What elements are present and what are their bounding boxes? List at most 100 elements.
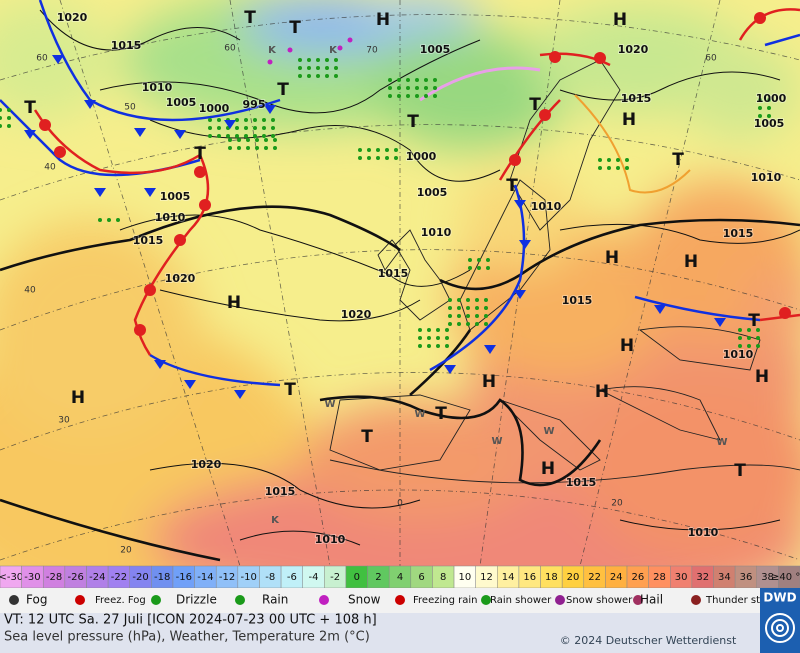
rain-dot [758,106,762,110]
pressure-center: T [24,98,36,118]
rain-dot [738,336,742,340]
rain-dot [325,74,329,78]
rain-dot [457,314,461,318]
warm-front-dot [549,51,561,63]
legend-label: Rain [262,593,288,607]
pressure-center: H [605,248,619,268]
scale-label: 2 [375,572,381,583]
rain-dot [397,86,401,90]
rain-dot [7,124,11,128]
rain-dot [436,336,440,340]
rain-dot [445,344,449,348]
cold-front-triangle [134,128,146,137]
pressure-center: T [672,150,684,170]
rain-dot [466,306,470,310]
valid-time: VT: 12 UTC Sa. 27 Juli [ICON 2024-07-23 … [4,613,377,628]
rain-dot [208,118,212,122]
occlusion [419,66,541,102]
weather-letter: K [268,45,277,56]
rain-dot [418,328,422,332]
pressure-center: H [71,388,85,408]
trough [574,94,691,194]
logo-swirl [765,613,795,643]
cold-front-triangle [144,188,156,197]
rain-dot [433,94,437,98]
scale-label: -2 [330,572,340,583]
rain-dot [334,66,338,70]
rain-dot [7,116,11,120]
scale-label: 24 [610,572,623,583]
rain-dot [262,134,266,138]
scale-label: 32 [696,572,709,583]
scale-label: <-30 [0,572,23,583]
rain-dot [246,138,250,142]
snow-dot [337,45,343,51]
rain-dot [475,306,479,310]
rain-dot [433,86,437,90]
temperature-field [0,0,800,566]
legend-icon [319,595,329,605]
rain-dot [424,94,428,98]
rain-dot [217,134,221,138]
rain-dot [253,134,257,138]
scale-label: 0 [354,572,360,583]
rain-dot [436,344,440,348]
rain-dot [358,156,362,160]
rain-dot [445,328,449,332]
rain-dot [226,134,230,138]
rain-dot [316,58,320,62]
isobar-label: 1010 [421,226,452,239]
pressure-center: T [435,404,447,424]
rain-dot [394,156,398,160]
cold-front-triangle [154,360,166,369]
warm-front-dot [54,146,66,158]
rain-dot [273,138,277,142]
rain-dot [253,118,257,122]
rain-dot [756,336,760,340]
isobar-label: 1015 [378,267,409,280]
rain-dot [457,306,461,310]
scale-label: 4 [397,572,403,583]
cold-front-triangle [484,345,496,354]
cold-front-triangle [184,380,196,389]
rain-dot [484,322,488,326]
scale-label: 10 [458,572,471,583]
legend-label: Freezing rain [413,595,477,606]
main-isobars [0,205,800,562]
pressure-center: H [595,382,609,402]
rain-dot [385,148,389,152]
rain-dot [448,306,452,310]
rain-dot [376,156,380,160]
rain-dot [388,86,392,90]
rain-dot [298,74,302,78]
graticule-label: 70 [366,46,378,56]
cold-front-triangle [174,130,186,139]
rain-dot [0,124,2,128]
temperature-scale: <-30 -30 -28 -26 -24 -22 -20 -18 -16 -14 -12 -10 -8-… [0,565,800,589]
cold-front-triangle [714,318,726,327]
rain-dot [316,66,320,70]
rain-dot [758,98,762,102]
scale-label: -28 [46,572,62,583]
rain-dot [325,58,329,62]
rain-dot [418,336,422,340]
rain-dot [367,156,371,160]
rain-dot [307,66,311,70]
rain-dot [607,158,611,162]
rain-dot [217,126,221,130]
rain-dot [385,156,389,160]
cold-front-triangle [52,55,64,64]
pressure-center: T [506,176,518,196]
rain-dot [427,328,431,332]
graticule-label: 60 [705,54,717,64]
rain-dot [246,146,250,150]
warm-front-dot [199,199,211,211]
rain-dot [415,78,419,82]
isobar-label: 1000 [756,92,787,105]
rain-dot [406,78,410,82]
rain-dot [271,126,275,130]
scale-label: -16 [176,572,192,583]
rain-dot [0,116,2,120]
rain-dot [415,86,419,90]
weather-letter: K [271,515,280,526]
